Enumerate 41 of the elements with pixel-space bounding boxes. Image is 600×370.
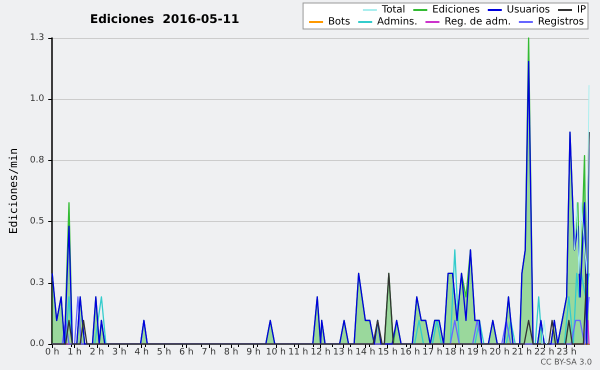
x-tick-label: 5 h — [156, 348, 172, 358]
y-axis-title: Ediciones/min — [7, 148, 20, 234]
x-tick-label: 19 h — [467, 348, 488, 358]
y-tick-label: 1.0 — [30, 94, 44, 104]
x-tick-label: 11 h — [288, 348, 308, 358]
x-tick-label: 13 h — [332, 348, 353, 358]
y-tick-label: 0.5 — [30, 216, 44, 227]
x-tick-label: 1 h — [67, 348, 82, 358]
x-tick-label: 0 h — [45, 348, 60, 358]
chart-title: Ediciones 2016-05-11 — [90, 12, 240, 26]
x-tick-label: 14 h — [355, 348, 376, 358]
y-tick-label: 0.0 — [30, 339, 44, 349]
x-tick-label: 10 h — [266, 348, 286, 358]
x-tick-label: 3 h — [112, 348, 126, 358]
y-tick-label: 1.3 — [30, 33, 44, 43]
y-tick-label: 0.8 — [30, 155, 44, 166]
x-tick-label: 20 h — [490, 348, 510, 358]
legend-label: Registros — [538, 16, 584, 28]
y-tick-label: 0.3 — [30, 278, 44, 288]
x-tick-label: 12 h — [310, 348, 331, 358]
x-tick-label: 22 h — [534, 348, 554, 358]
x-tick-label: 21 h — [512, 348, 532, 358]
x-tick-label: 16 h — [400, 348, 420, 358]
x-tick-label: 6 h — [179, 348, 194, 358]
x-tick-label: 4 h — [134, 348, 149, 358]
text: CC BY-SA 3.0 — [540, 358, 592, 366]
x-tick-label: 8 h — [224, 348, 238, 358]
legend-label: Admins. — [377, 16, 418, 28]
x-tick-label: 7 h — [202, 348, 216, 358]
x-tick-label: 9 h — [246, 348, 261, 358]
x-tick-label: 17 h — [422, 348, 442, 358]
x-tick-label: 18 h — [444, 348, 465, 358]
legend-label: Ediciones — [432, 4, 480, 16]
legend-label: Total — [380, 4, 406, 16]
legend-label: Bots — [328, 16, 350, 28]
x-tick-label: 2 h — [90, 348, 104, 358]
x-tick-label: 23 h — [556, 348, 577, 358]
legend-label: Usuarios — [506, 4, 550, 16]
x-tick-label: 15 h — [378, 348, 398, 358]
legend-label: IP — [577, 4, 586, 16]
legend-label: Reg. de adm. — [444, 16, 511, 28]
